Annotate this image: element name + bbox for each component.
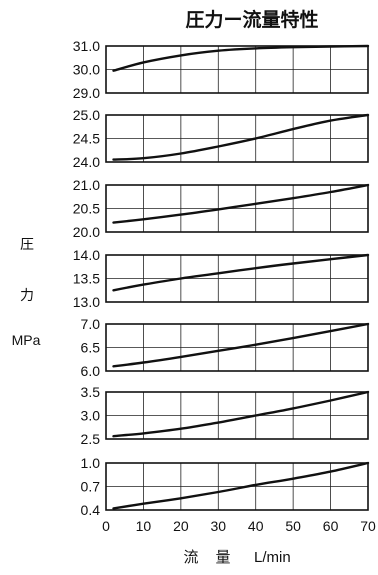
y-tick-label: 13.5: [73, 271, 100, 287]
y-tick-label: 0.7: [81, 479, 101, 495]
panel-5: 7.0 6.5 6.0: [81, 316, 370, 379]
y-tick-label: 31.0: [73, 38, 100, 54]
chart-panels: 31.0 30.0 29.0 25.0 24.5 24.0 21.0 20.5 20.0 14.0…: [73, 38, 370, 518]
x-axis-unit: L/min: [254, 549, 291, 566]
x-tick-label: 50: [285, 518, 301, 534]
panel-frame: [105, 45, 369, 94]
y-tick-label: 29.0: [73, 85, 100, 101]
x-tick-label: 70: [360, 518, 376, 534]
series-line: [112, 183, 370, 224]
panel-frame: [105, 114, 369, 163]
y-tick-label: 0.4: [81, 502, 101, 518]
x-axis: 0 10 20 30 40 50 60 70 流量 L/min: [102, 518, 376, 566]
x-tick-label: 0: [102, 518, 110, 534]
panel-frame: [105, 254, 369, 303]
y-tick-label: 21.0: [73, 177, 100, 193]
y-tick-label: 3.5: [81, 384, 101, 400]
y-tick-label: 7.0: [81, 316, 101, 332]
y-tick-label: 24.5: [73, 131, 100, 147]
panel-frame: [105, 323, 369, 372]
y-tick-label: 20.0: [73, 224, 100, 240]
series-line: [112, 253, 370, 292]
y-tick-label: 13.0: [73, 294, 100, 310]
x-tick-label: 10: [136, 518, 152, 534]
x-tick-label: 30: [210, 518, 226, 534]
series-line: [112, 390, 370, 438]
y-axis-unit: MPa: [12, 332, 41, 348]
x-tick-label: 20: [173, 518, 189, 534]
x-axis-label-char: 流: [183, 548, 198, 566]
panel-3: 21.0 20.5 20.0: [73, 177, 370, 240]
x-tick-label: 60: [323, 518, 339, 534]
chart-title: 圧力ー流量特性: [185, 8, 318, 31]
panel-1: 31.0 30.0 29.0: [73, 38, 370, 101]
y-tick-label: 3.0: [81, 408, 101, 424]
y-tick-label: 2.5: [81, 431, 101, 447]
y-tick-label: 6.0: [81, 363, 101, 379]
y-tick-label: 25.0: [73, 107, 100, 123]
panel-2: 25.0 24.5 24.0: [73, 107, 370, 170]
y-tick-label: 30.0: [73, 62, 100, 78]
y-tick-label: 14.0: [73, 247, 100, 263]
panel-frame: [105, 462, 369, 511]
y-axis-label-char: 圧: [20, 237, 34, 253]
panel-7: 1.0 0.7 0.4: [81, 455, 370, 518]
y-tick-label: 20.5: [73, 201, 100, 217]
y-tick-label: 1.0: [81, 455, 101, 471]
y-tick-label: 6.5: [81, 340, 101, 356]
x-axis-label-char: 量: [215, 548, 230, 566]
panel-frame: [105, 391, 369, 440]
panel-frame: [105, 184, 369, 233]
series-line: [112, 322, 370, 368]
y-tick-label: 24.0: [73, 154, 100, 170]
series-line: [112, 44, 370, 72]
panel-6: 3.5 3.0 2.5: [81, 384, 370, 447]
y-axis-label: 圧力 MPa: [12, 237, 41, 348]
series-line: [112, 113, 370, 161]
x-tick-label: 40: [248, 518, 264, 534]
y-axis-label-char: 力: [20, 288, 34, 304]
series-line: [112, 461, 370, 510]
panel-4: 14.0 13.5 13.0: [73, 247, 370, 310]
